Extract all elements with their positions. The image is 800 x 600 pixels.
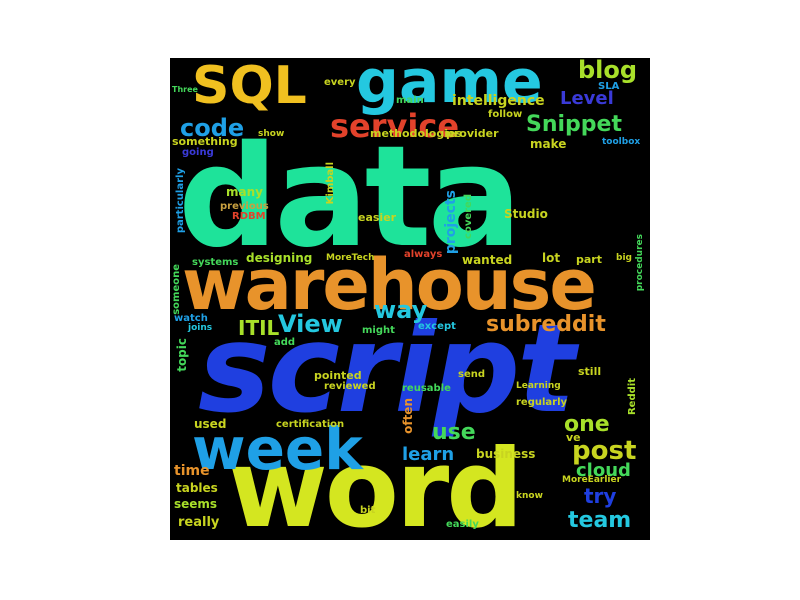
word-know: know [516, 491, 543, 501]
word-blog: blog [578, 58, 638, 84]
word-level: Level [560, 88, 614, 109]
word-many: many [226, 185, 263, 199]
word-reddit: Reddit [627, 378, 638, 416]
word-covered: covered [463, 194, 474, 239]
word-lot: lot [542, 251, 561, 265]
word-systems: systems [192, 257, 239, 268]
word-script: script [198, 298, 576, 440]
word-used: used [194, 417, 227, 431]
word-provider: provider [446, 127, 499, 140]
word-topic: topic [175, 338, 189, 372]
word-might: might [362, 325, 395, 336]
word-easier: easier [358, 211, 397, 224]
word-projects: projects [443, 190, 459, 255]
word-week: week [192, 415, 363, 483]
word-often: often [401, 398, 415, 434]
word-way: way [374, 296, 428, 324]
word-view: View [278, 310, 343, 338]
word-team: team [568, 508, 632, 533]
word-time: time [174, 463, 210, 479]
word-business: business [476, 447, 536, 461]
word-reusable: reusable [402, 383, 451, 394]
word-try: try [584, 484, 617, 508]
word-show: show [258, 129, 285, 139]
word-methodologies: methodologies [370, 127, 462, 140]
word-joins: joins [188, 323, 213, 333]
word-send: send [458, 369, 486, 380]
word-something: something [172, 135, 238, 148]
word-every: every [324, 77, 356, 88]
word-use: use [432, 420, 476, 445]
word-except: except [418, 321, 456, 332]
word-kimball: Kimball [325, 162, 336, 205]
word-snippet: Snippet [526, 112, 622, 137]
word-bit: bit [360, 505, 376, 516]
word-watch: watch [174, 313, 208, 324]
word-make: make [530, 137, 567, 151]
word-learning: Learning [516, 381, 561, 391]
word-data: data [178, 116, 522, 279]
word-particularly: particularly [175, 168, 186, 234]
word-cloud: data script word warehouse week game SQL… [170, 58, 650, 540]
word-service: service [330, 107, 460, 145]
word-sla: SLA [598, 81, 620, 92]
word-moretech: MoreTech [326, 253, 375, 263]
word-moreearlier: MoreEarlier [562, 475, 622, 485]
word-warehouse: warehouse [182, 244, 597, 326]
word-certification: certification [276, 419, 345, 430]
word-three: Three [172, 85, 198, 94]
word-cloud-word: cloud [576, 460, 631, 481]
word-post: post [572, 436, 637, 466]
word-one: one [564, 412, 610, 437]
word-sql: SQL [192, 58, 307, 116]
word-part: part [576, 253, 602, 266]
word-learn: learn [402, 444, 455, 465]
word-wanted: wanted [462, 253, 513, 267]
word-really: really [178, 515, 220, 530]
word-itil: ITIL [238, 316, 280, 340]
word-rdbm: RDBM [232, 211, 266, 222]
word-easily: easily [446, 519, 479, 530]
word-word: word [228, 427, 524, 541]
word-previous: previous [220, 201, 269, 212]
word-toolbox: toolbox [602, 137, 641, 147]
word-intelligence: intelligence [452, 93, 545, 109]
word-procedures: procedures [635, 234, 645, 292]
word-follow: follow [488, 109, 523, 120]
word-designing: designing [246, 251, 313, 265]
word-main: main [396, 95, 424, 106]
word-someone: someone [171, 264, 182, 315]
word-subreddit: subreddit [486, 312, 606, 337]
word-pointed: pointed [314, 369, 362, 382]
word-regularly: regularly [516, 397, 568, 408]
word-going: going [182, 147, 214, 158]
word-still: still [578, 365, 602, 378]
word-add: add [274, 337, 296, 348]
word-code: code [180, 114, 245, 142]
word-ve: ve [566, 431, 581, 444]
word-tables: tables [176, 481, 218, 495]
word-studio: Studio [504, 207, 548, 221]
word-game: game [356, 58, 543, 117]
word-seems: seems [174, 497, 218, 511]
word-big: big [616, 253, 632, 263]
word-always: always [404, 249, 443, 260]
word-reviewed: reviewed [324, 381, 376, 392]
